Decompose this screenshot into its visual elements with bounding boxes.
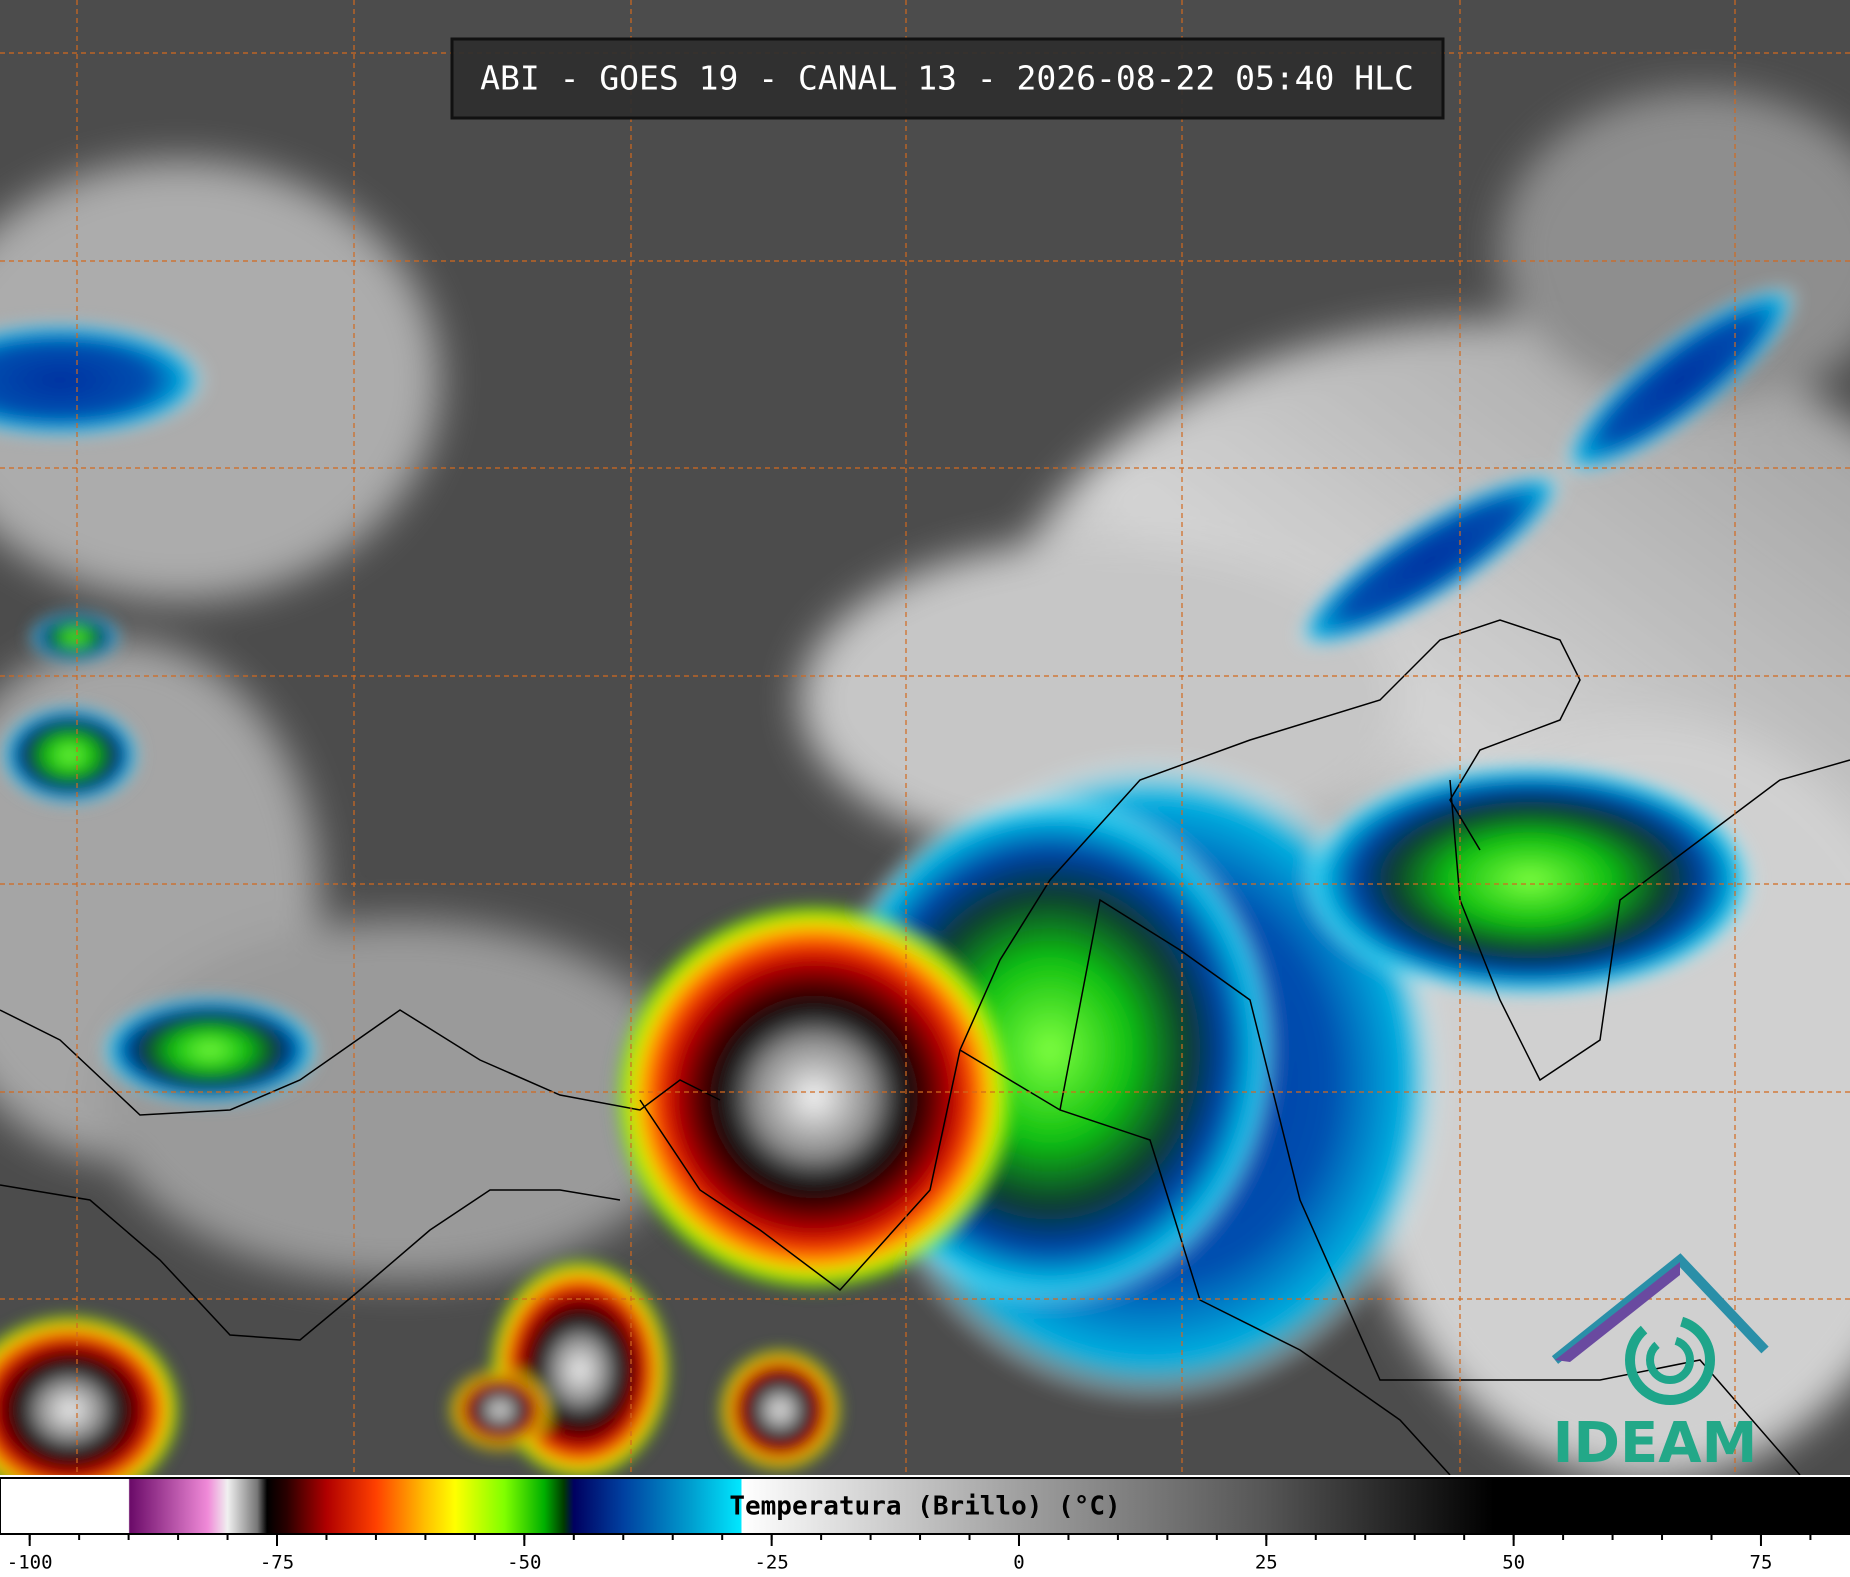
colorbar: Temperatura (Brillo) (°C) -100 -75 -50 -25 0 2…: [0, 1475, 1850, 1577]
logo: IDEAM: [1551, 1253, 1769, 1476]
tick-label: 25: [1255, 1552, 1278, 1574]
lat-lon-grid: [0, 0, 1850, 1475]
colorbar-label: Temperatura (Brillo) (°C): [729, 1492, 1120, 1522]
title-box: ABI - GOES 19 - CANAL 13 - 2026-08-22 05…: [450, 37, 1445, 120]
tick-label: -75: [260, 1552, 294, 1574]
imagery: [0, 0, 1850, 1505]
tick-label: -25: [754, 1552, 788, 1574]
logo-text: IDEAM: [1553, 1411, 1758, 1476]
tick-label: 50: [1502, 1552, 1525, 1574]
colorbar-gradient: [0, 1477, 1850, 1535]
tick-label: 75: [1750, 1552, 1773, 1574]
tick-label: 0: [1013, 1552, 1024, 1574]
tick-label: -100: [7, 1552, 53, 1574]
coastlines: [0, 619, 1850, 1476]
title: ABI - GOES 19 - CANAL 13 - 2026-08-22 05…: [480, 59, 1414, 98]
tick-label: -50: [507, 1552, 541, 1574]
